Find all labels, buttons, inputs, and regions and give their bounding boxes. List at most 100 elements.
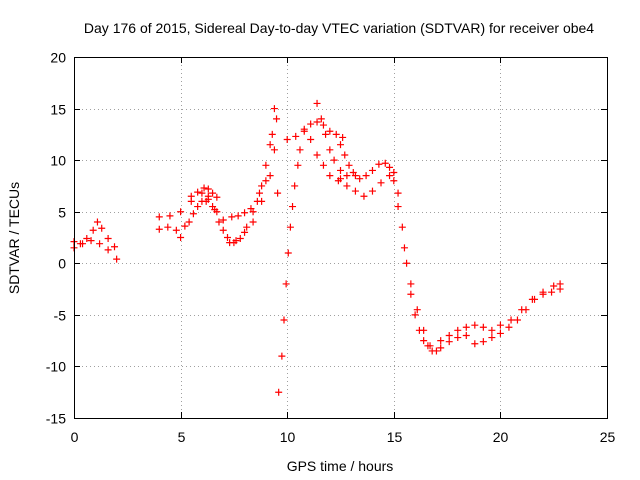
data-point: [313, 151, 321, 159]
data-point: [83, 235, 91, 243]
y-tick-label: -15: [46, 411, 66, 427]
data-point: [209, 189, 217, 197]
axes: 0 5 10 15 20 25 -15 -10 -5 0 5 10 15 20: [46, 50, 616, 446]
data-point: [187, 192, 195, 200]
data-point: [445, 331, 453, 339]
data-point: [471, 340, 479, 348]
data-point: [550, 282, 558, 290]
data-point: [172, 226, 180, 234]
data-point: [243, 223, 251, 231]
data-point: [234, 212, 242, 220]
data-point: [428, 347, 436, 355]
data-point: [219, 216, 227, 224]
y-tick-label: 15: [50, 102, 66, 118]
data-point: [386, 172, 394, 180]
data-point: [332, 130, 340, 138]
data-point: [400, 244, 408, 252]
data-point: [275, 388, 283, 396]
data-point: [496, 321, 504, 329]
data-point: [249, 218, 257, 226]
series-arc-8: [270, 105, 282, 197]
data-point: [319, 161, 327, 169]
data-point: [496, 329, 504, 337]
data-point: [377, 179, 385, 187]
series-arc-7: [275, 146, 304, 396]
data-point: [351, 187, 359, 195]
data-point: [262, 177, 270, 185]
data-marks: [70, 99, 564, 396]
data-point: [224, 234, 232, 241]
data-point: [283, 136, 291, 144]
data-point: [96, 240, 104, 248]
series-arc-14: [428, 321, 504, 355]
x-tick-label: 20: [493, 429, 509, 445]
y-tick-label: 10: [50, 153, 66, 169]
data-point: [266, 141, 274, 149]
data-point: [317, 115, 325, 123]
data-point: [528, 295, 536, 303]
y-tick-label: 20: [50, 50, 66, 66]
data-point: [426, 342, 434, 350]
series-arc-9: [283, 118, 347, 144]
data-point: [341, 151, 349, 159]
data-point: [479, 323, 487, 331]
data-point: [274, 189, 282, 197]
data-point: [278, 352, 286, 360]
data-point: [164, 223, 172, 231]
data-point: [215, 218, 223, 226]
data-point: [313, 118, 321, 126]
chart-title: Day 176 of 2015, Sidereal Day-to-day VTE…: [84, 20, 594, 36]
series-arc-15: [437, 331, 470, 352]
data-point: [403, 259, 411, 267]
data-point: [104, 235, 112, 243]
data-point: [420, 337, 428, 345]
data-point: [155, 225, 163, 233]
series-arc-16: [471, 285, 564, 348]
data-point: [289, 203, 297, 211]
data-point: [313, 99, 321, 107]
data-point: [556, 280, 564, 288]
data-point: [286, 223, 294, 231]
data-point: [181, 222, 189, 230]
data-point: [194, 188, 202, 196]
data-point: [351, 172, 359, 180]
data-point: [282, 280, 290, 288]
data-point: [258, 197, 266, 205]
data-point: [177, 208, 185, 216]
data-point: [454, 326, 462, 334]
data-point: [292, 132, 300, 140]
series-arc-6: [187, 184, 221, 201]
y-tick-label: -5: [54, 308, 67, 324]
data-point: [228, 213, 236, 221]
data-point: [337, 175, 344, 183]
data-point: [322, 130, 330, 138]
data-point: [539, 288, 547, 296]
data-point: [194, 203, 202, 211]
data-point: [413, 306, 421, 314]
grid: [74, 57, 608, 419]
data-point: [437, 344, 445, 352]
data-point: [462, 323, 470, 331]
series-arc-5: [177, 177, 270, 247]
data-point: [98, 224, 106, 232]
data-point: [548, 288, 556, 296]
data-point: [326, 127, 334, 135]
data-point: [390, 169, 398, 177]
data-point: [189, 210, 197, 218]
data-point: [375, 160, 383, 168]
data-point: [362, 172, 370, 180]
data-point: [488, 326, 496, 334]
data-point: [166, 212, 174, 220]
data-point: [79, 240, 87, 248]
y-axis-label: SDTVAR / TECUs: [6, 182, 22, 294]
data-point: [255, 189, 263, 197]
y-tick-label: 5: [58, 205, 66, 221]
data-point: [113, 255, 121, 263]
data-point: [343, 182, 351, 190]
y-tick-label: 0: [58, 256, 66, 272]
x-axis-label: GPS time / hours: [287, 458, 394, 474]
data-point: [294, 161, 302, 169]
data-point: [420, 326, 428, 334]
series-arc-12: [337, 159, 440, 355]
